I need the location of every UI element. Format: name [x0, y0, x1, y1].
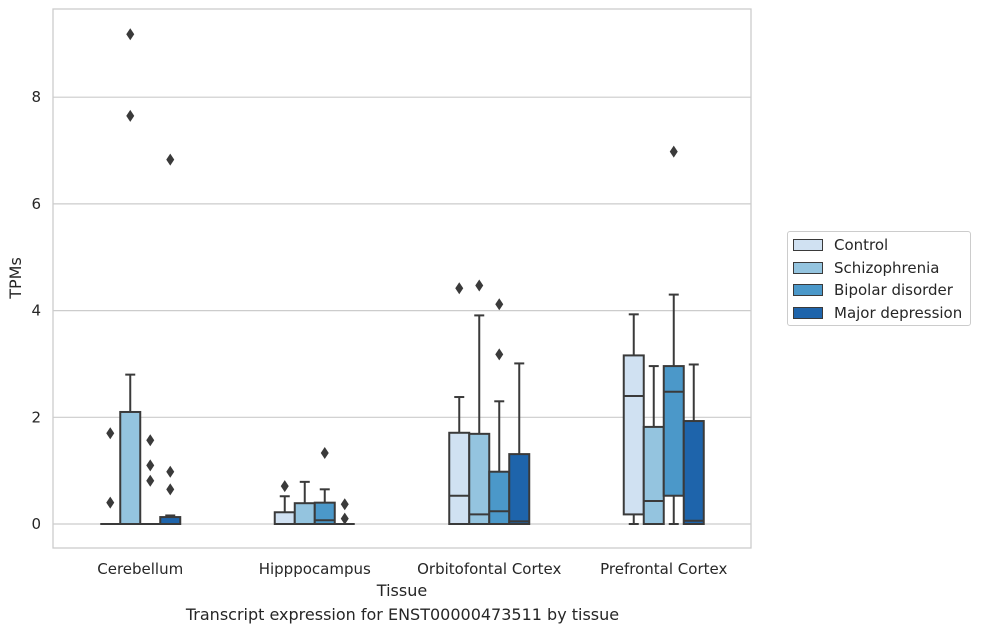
- outlier-marker: [126, 109, 135, 122]
- legend-swatch: [793, 284, 823, 296]
- legend-label: Control: [834, 236, 889, 254]
- box-group: [488, 298, 511, 526]
- box-rect: [119, 410, 142, 525]
- outlier-marker: [166, 465, 175, 478]
- box-rect: [159, 516, 182, 526]
- outlier-marker: [166, 483, 175, 496]
- legend-item: Bipolar disorder: [793, 280, 953, 300]
- box-group: [159, 153, 182, 526]
- y-tick-label: 2: [31, 408, 41, 426]
- legend-swatch: [793, 239, 823, 251]
- box-group: [642, 365, 665, 526]
- outlier-marker: [166, 153, 175, 166]
- chart-caption: Transcript expression for ENST0000047351…: [185, 605, 620, 624]
- box-group: [273, 480, 296, 525]
- box-group: [682, 363, 705, 525]
- y-tick-label: 6: [31, 195, 41, 213]
- legend-item: Schizophrenia: [793, 258, 939, 278]
- x-tick-label: Hipppocampus: [259, 560, 371, 578]
- outlier-marker: [495, 298, 504, 311]
- legend-label: Bipolar disorder: [834, 281, 953, 299]
- legend-item: Control: [793, 235, 888, 255]
- outlier-marker: [280, 480, 289, 493]
- outlier-marker: [106, 427, 115, 440]
- y-tick-label: 0: [31, 515, 41, 533]
- outlier-marker: [320, 447, 329, 460]
- box-rect: [468, 432, 491, 525]
- box-group: [662, 145, 685, 525]
- outlier-marker: [106, 496, 115, 509]
- y-axis-label: TPMs: [6, 257, 25, 300]
- legend-label: Major depression: [834, 303, 963, 322]
- x-tick-label: Cerebellum: [97, 560, 183, 578]
- outlier-marker: [340, 512, 349, 525]
- legend-item: Major depression: [793, 303, 962, 323]
- box-rect: [682, 420, 705, 525]
- legend-swatch: [793, 306, 823, 319]
- y-tick-label: 8: [31, 88, 41, 106]
- legend-swatch: [793, 261, 823, 274]
- box-rect: [273, 511, 296, 525]
- y-axis-ticks: 0 2 4 6 8: [31, 88, 41, 533]
- box-group: [448, 282, 471, 526]
- box-group: [622, 313, 645, 525]
- outlier-marker: [475, 279, 484, 292]
- box-group: [293, 480, 316, 526]
- x-axis-ticks: Cerebellum Hipppocampus Orbitofontal Corte…: [97, 560, 727, 578]
- box-group: [100, 427, 121, 525]
- box-rect: [508, 453, 531, 526]
- x-tick-label: Orbitofontal Cortex: [417, 560, 561, 578]
- box-rect: [622, 354, 645, 516]
- box-rect: [293, 502, 316, 526]
- box-rect: [448, 431, 471, 526]
- outlier-marker: [126, 28, 135, 41]
- box-rect: [313, 501, 336, 526]
- outlier-marker: [495, 348, 504, 361]
- box-group: [334, 498, 355, 525]
- outlier-marker: [146, 474, 155, 487]
- boxes: [100, 28, 705, 526]
- plot-area-frame: [52, 8, 752, 549]
- x-axis-label: Tissue: [376, 581, 427, 600]
- box-rect: [662, 365, 685, 497]
- box-group: [468, 279, 491, 525]
- outlier-marker: [669, 145, 678, 158]
- legend-label: Schizophrenia: [834, 258, 940, 277]
- box-group: [508, 362, 531, 526]
- box-rect: [488, 470, 511, 526]
- legend: Control Schizophrenia Bipolar disorder Majo…: [787, 231, 971, 326]
- box-group: [313, 447, 336, 526]
- outlier-marker: [340, 498, 349, 511]
- box-rect: [642, 425, 665, 526]
- box-group: [140, 434, 161, 525]
- outlier-marker: [455, 282, 464, 295]
- box-group: [119, 28, 142, 525]
- outlier-marker: [146, 459, 155, 472]
- outlier-marker: [146, 434, 155, 447]
- y-tick-label: 4: [31, 302, 41, 320]
- x-tick-label: Prefrontal Cortex: [600, 560, 727, 578]
